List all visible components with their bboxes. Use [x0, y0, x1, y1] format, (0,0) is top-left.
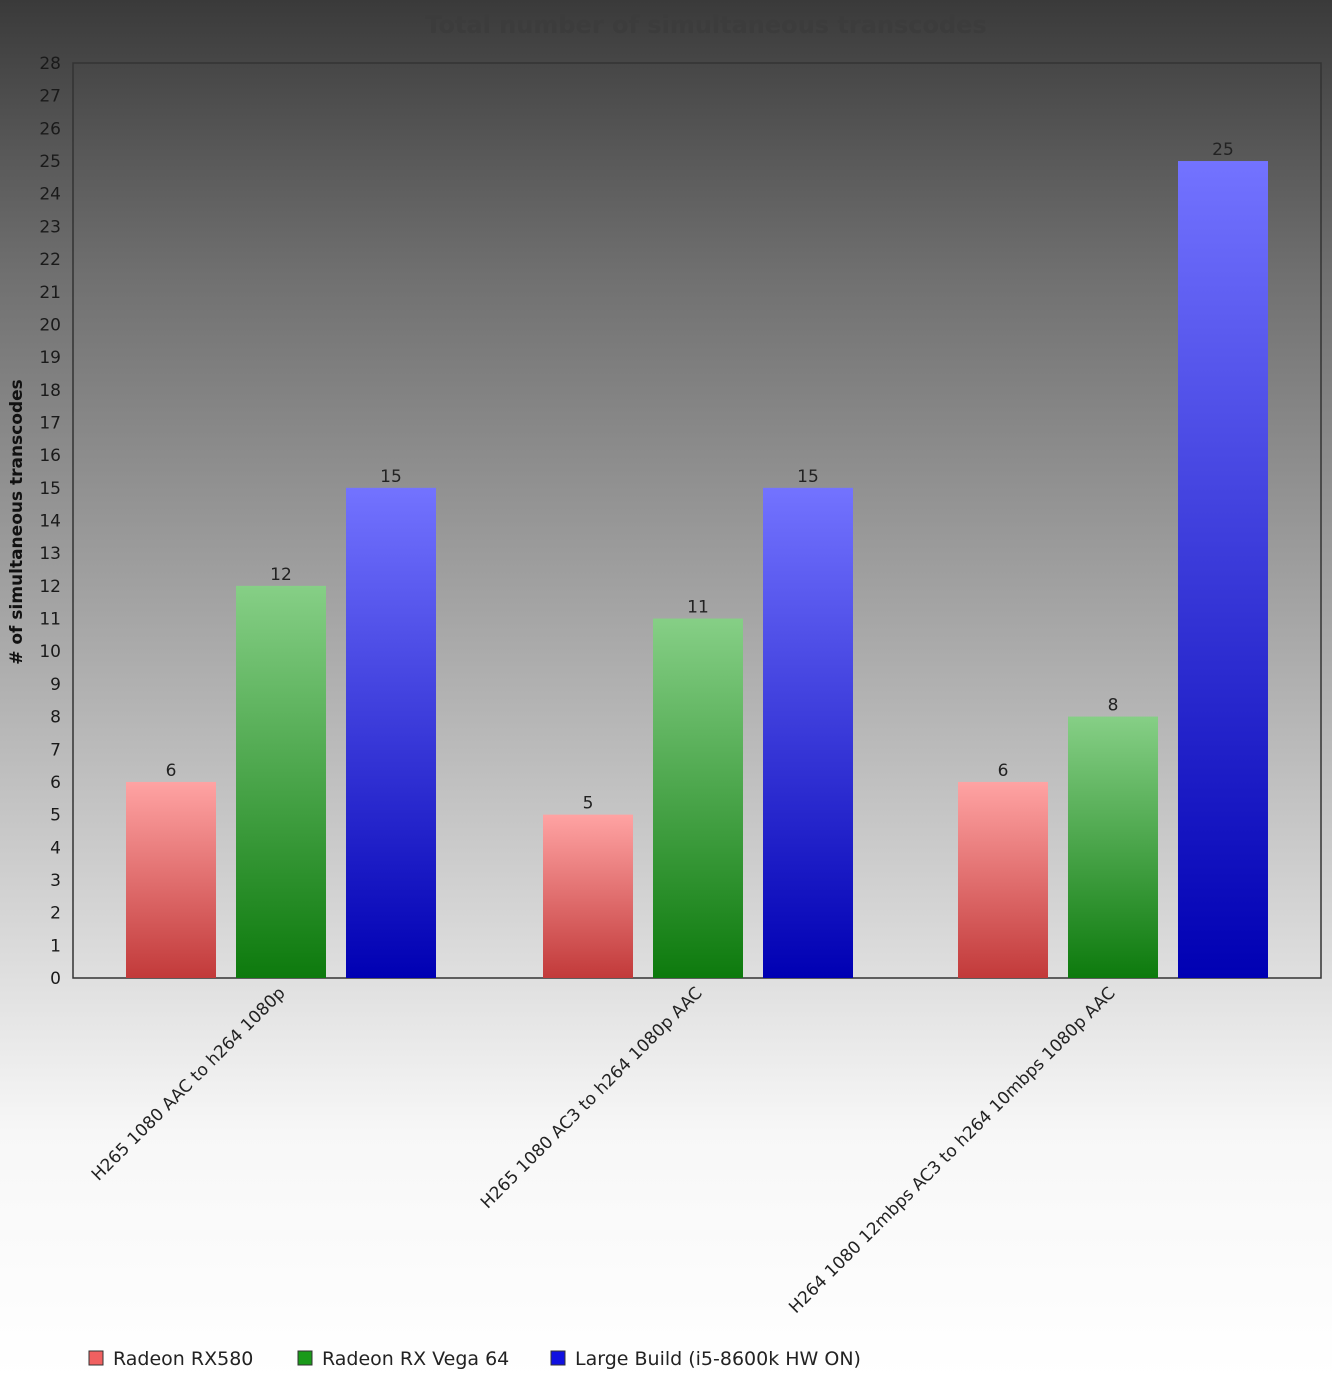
bar-2-3 — [1068, 716, 1158, 978]
y-tick-label: 8 — [50, 708, 61, 728]
data-label: 8 — [1108, 696, 1119, 716]
y-tick-label: 14 — [39, 512, 61, 532]
y-axis-ticks: 0123456789101112131415161718192021222324… — [39, 54, 61, 989]
y-tick-label: 12 — [39, 577, 61, 597]
data-label: 6 — [166, 761, 177, 781]
y-tick-label: 13 — [39, 544, 61, 564]
y-tick-label: 9 — [50, 675, 61, 695]
y-tick-label: 6 — [50, 773, 61, 793]
y-tick-label: 25 — [39, 152, 61, 172]
category-labels: H265 1080 AAC to h264 1080p H265 1080 AC3… — [88, 983, 1120, 1317]
legend-swatch — [550, 1350, 566, 1366]
y-tick-label: 10 — [39, 642, 61, 662]
y-tick-label: 22 — [39, 250, 61, 270]
legend-swatch — [88, 1350, 104, 1366]
category-label: H265 1080 AC3 to h264 1080p AAC — [477, 983, 707, 1213]
bar-1-2 — [543, 814, 633, 978]
data-label: 5 — [583, 794, 594, 814]
y-tick-label: 21 — [39, 283, 61, 303]
y-tick-label: 20 — [39, 315, 61, 335]
y-tick-label: 5 — [50, 806, 61, 826]
y-tick-label: 19 — [39, 348, 61, 368]
y-tick-label: 2 — [50, 904, 61, 924]
bar-1-3 — [958, 781, 1048, 978]
y-tick-label: 27 — [39, 87, 61, 107]
legend: Radeon RX580 Radeon RX Vega 64 Large Build… — [88, 1348, 861, 1370]
y-tick-label: 23 — [39, 217, 61, 237]
data-label: 25 — [1212, 140, 1234, 160]
y-tick-label: 28 — [39, 54, 61, 74]
category-label: H264 1080 12mbps AC3 to h264 10mbps 1080… — [785, 983, 1119, 1317]
y-tick-label: 16 — [39, 446, 61, 466]
y-tick-label: 15 — [39, 479, 61, 499]
y-tick-label: 3 — [50, 871, 61, 891]
y-tick-label: 26 — [39, 119, 61, 139]
bar-3-3 — [1178, 161, 1268, 979]
legend-swatch — [297, 1350, 313, 1366]
bar-1-1 — [126, 781, 216, 978]
category-label: H265 1080 AAC to h264 1080p — [88, 983, 290, 1185]
y-tick-label: 1 — [50, 936, 61, 956]
data-label: 11 — [687, 598, 709, 618]
legend-label: Large Build (i5-8600k HW ON) — [575, 1348, 861, 1370]
bar-3-2 — [763, 487, 853, 978]
y-tick-label: 24 — [39, 185, 61, 205]
y-tick-label: 4 — [50, 838, 61, 858]
y-tick-label: 17 — [39, 413, 61, 433]
bar-2-1 — [236, 585, 326, 978]
data-label: 15 — [380, 467, 402, 487]
y-tick-label: 18 — [39, 381, 61, 401]
y-tick-label: 0 — [50, 969, 61, 989]
data-label: 6 — [998, 761, 1009, 781]
data-label: 15 — [797, 467, 819, 487]
bars: 6 12 15 5 11 15 6 8 25 — [126, 140, 1268, 979]
bar-2-2 — [653, 618, 743, 978]
legend-label: Radeon RX Vega 64 — [322, 1348, 509, 1370]
data-label: 12 — [270, 565, 292, 585]
chart-title: Total number of simultaneous transcodes — [425, 11, 986, 39]
y-tick-label: 7 — [50, 740, 61, 760]
legend-label: Radeon RX580 — [113, 1348, 253, 1370]
y-axis-label: # of simultaneous transcodes — [7, 379, 27, 665]
bar-3-1 — [346, 487, 436, 978]
y-tick-label: 11 — [39, 610, 61, 630]
